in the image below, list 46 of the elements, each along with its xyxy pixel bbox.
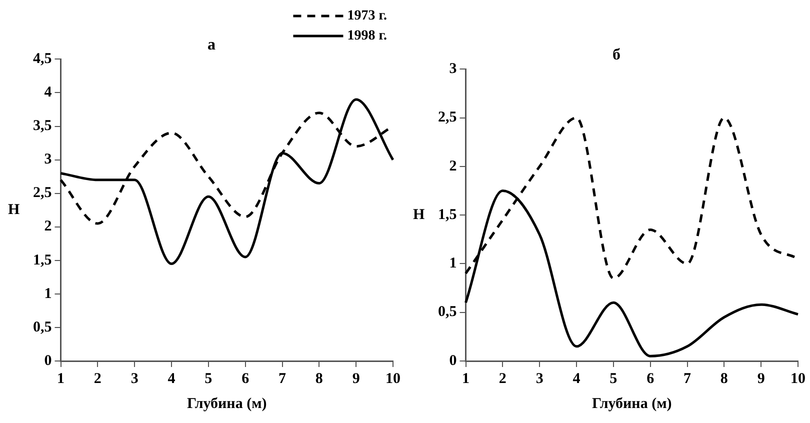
y-tick-label: 2 (449, 158, 457, 174)
x-tick-label: 9 (352, 370, 360, 387)
legend-label: 1998 г. (347, 28, 388, 44)
y-axis-title: H (8, 202, 20, 218)
y-tick-label: 1 (449, 256, 457, 272)
x-tick-label: 6 (646, 370, 655, 387)
y-tick-label: 0,5 (33, 319, 52, 336)
x-tick-label: 5 (204, 370, 212, 387)
chart-title: б (612, 46, 620, 64)
y-tick-label: 1,5 (438, 206, 457, 223)
x-tick-label: 2 (94, 370, 102, 387)
y-tick-label: 4 (44, 84, 52, 101)
x-tick-label: 8 (720, 370, 728, 387)
chart-title: а (208, 36, 216, 54)
x-tick-label: 8 (315, 370, 323, 387)
y-tick-label: 3 (449, 61, 457, 78)
x-tick-label: 6 (242, 370, 250, 387)
x-tick-label: 2 (498, 370, 506, 387)
y-tick-label: 0 (449, 352, 457, 369)
y-tick-label: 0 (44, 352, 52, 369)
x-tick-label: 3 (536, 370, 544, 387)
x-tick-label: 10 (790, 370, 806, 387)
legend-label: 1973 г. (347, 8, 388, 24)
y-tick-label: 1,5 (33, 252, 52, 268)
x-tick-label: 7 (278, 370, 286, 387)
y-tick-label: 4,5 (33, 51, 52, 68)
x-tick-label: 1 (57, 370, 64, 387)
line-series (60, 98, 394, 266)
y-axis-title: H (413, 206, 425, 223)
y-tick-label: 0,5 (438, 304, 457, 320)
y-tick-label: 2,5 (33, 185, 52, 202)
x-tick-label: 10 (386, 370, 400, 387)
x-tick-label: 1 (462, 370, 470, 387)
x-tick-label: 4 (168, 370, 176, 387)
y-tick-label: 2,5 (438, 110, 457, 126)
x-tick-label: 5 (610, 370, 618, 387)
x-tick-label: 3 (130, 370, 138, 387)
x-tick-label: 4 (572, 370, 581, 387)
y-tick-label: 1 (44, 286, 52, 302)
x-tick-label: 9 (757, 370, 765, 387)
x-tick-label: 7 (684, 370, 692, 387)
x-axis-title: Глубина (м) (592, 396, 672, 412)
y-tick-label: 3,5 (33, 118, 52, 134)
x-axis-title: Глубина (м) (186, 396, 267, 412)
y-tick-label: 3 (44, 152, 52, 168)
y-tick-label: 2 (44, 218, 52, 235)
